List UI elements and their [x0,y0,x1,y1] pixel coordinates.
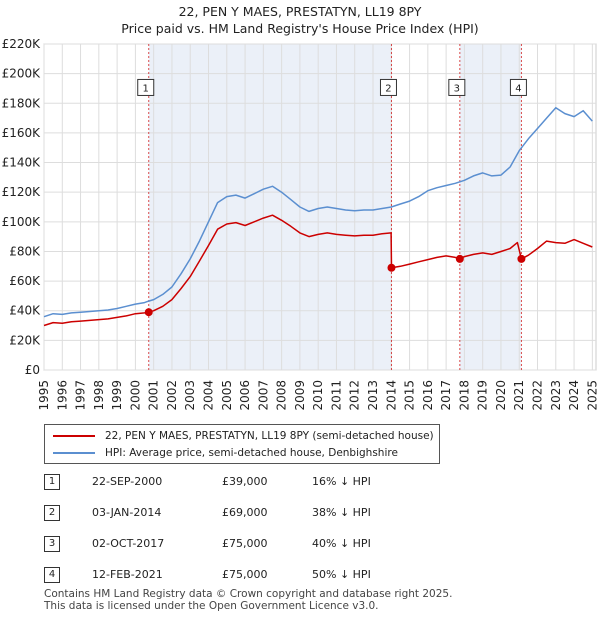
y-tick-label: £100K [2,215,42,229]
sale-number-label: 4 [515,83,521,94]
x-tick-label: 1996 [55,380,69,411]
x-tick-label: 2017 [439,380,453,411]
sale-number: 3 [44,536,60,552]
x-tick-label: 1999 [110,380,124,411]
x-tick-label: 2025 [585,380,599,411]
x-tick-label: 2005 [220,380,234,411]
sale-number-box [509,78,527,96]
x-tick-label: 2007 [256,380,270,411]
sale-point [517,254,526,263]
sale-price: £75,000 [222,537,268,550]
x-tick-label: 2021 [512,380,526,411]
y-tick-label: £80K [9,244,41,258]
sale-point [144,308,153,317]
x-tick-label: 2006 [238,380,252,411]
legend-label-hpi: HPI: Average price, semi-detached house,… [105,447,398,459]
sale-number-label: 2 [385,83,391,94]
x-tick-label: 2000 [128,380,142,411]
x-tick-label: 2018 [457,380,471,411]
x-tick-label: 1997 [74,380,88,411]
footer-licence: This data is licensed under the Open Gov… [44,599,379,612]
x-tick-label: 2008 [275,380,289,411]
x-tick-label: 2015 [403,380,417,411]
sale-row: 4 12-FEB-2021 £75,000 50% ↓ HPI [0,567,600,585]
x-tick-label: 2019 [476,380,490,411]
sale-number: 1 [44,474,60,490]
y-tick-label: £0 [25,363,40,377]
y-tick-label: £120K [2,185,42,199]
sale-hpi-diff: 50% ↓ HPI [312,568,371,581]
y-tick-label: £220K [2,37,42,51]
chart-subtitle: Price paid vs. HM Land Registry's House … [121,21,479,36]
y-tick-label: £160K [2,126,42,140]
x-tick-label: 2014 [384,380,398,411]
y-tick-label: £60K [9,274,41,288]
x-tick-label: 2003 [183,380,197,411]
x-tick-label: 1995 [37,380,51,411]
sale-row: 2 03-JAN-2014 £69,000 38% ↓ HPI [0,505,600,523]
x-tick-label: 2001 [147,380,161,411]
legend-swatch-property [53,435,95,437]
legend-label-property: 22, PEN Y MAES, PRESTATYN, LL19 8PY (sem… [105,430,434,442]
sale-date: 12-FEB-2021 [92,568,163,581]
x-tick-label: 2004 [202,380,216,411]
sale-price: £39,000 [222,475,268,488]
sale-number-label: 3 [454,83,460,94]
sale-price: £69,000 [222,506,268,519]
sale-date: 02-OCT-2017 [92,537,165,550]
sale-point [455,254,464,263]
y-tick-label: £20K [9,333,41,347]
legend-item-hpi: HPI: Average price, semi-detached house,… [53,445,398,461]
sale-number-box [137,78,155,96]
x-tick-label: 2013 [366,380,380,411]
sale-period-shade [459,44,522,370]
hpi-line [43,106,593,318]
sale-number: 2 [44,505,60,521]
legend: 22, PEN Y MAES, PRESTATYN, LL19 8PY (sem… [44,424,440,464]
sale-price: £75,000 [222,568,268,581]
sale-period-shade [148,44,392,370]
x-tick-label: 2016 [421,380,435,411]
sale-number-box [379,78,397,96]
y-tick-label: £140K [2,156,42,170]
x-tick-label: 2011 [329,380,343,411]
chart-title: 22, PEN Y MAES, PRESTATYN, LL19 8PY [178,4,422,19]
sale-row: 3 02-OCT-2017 £75,000 40% ↓ HPI [0,536,600,554]
x-tick-label: 2023 [549,380,563,411]
sale-date: 22-SEP-2000 [92,475,163,488]
x-tick-label: 2012 [348,380,362,411]
price-paid-line [43,214,593,327]
x-tick-label: 2020 [494,380,508,411]
sale-hpi-diff: 16% ↓ HPI [312,475,371,488]
x-tick-label: 2002 [165,380,179,411]
legend-item-property: 22, PEN Y MAES, PRESTATYN, LL19 8PY (sem… [53,428,434,444]
x-tick-label: 2022 [531,380,545,411]
price-chart: £0 £20K £40K £60K £80K £100K £120K £140K £160K £1… [2,37,600,411]
footer-copyright: Contains HM Land Registry data © Crown c… [44,588,453,600]
sale-date: 03-JAN-2014 [92,506,162,519]
y-tick-label: £40K [9,304,41,318]
sale-hpi-diff: 38% ↓ HPI [312,506,371,519]
y-tick-label: £200K [2,67,42,81]
y-tick-label: £180K [2,96,42,110]
legend-swatch-hpi [53,452,95,454]
sale-hpi-diff: 40% ↓ HPI [312,537,371,550]
sale-number-label: 1 [143,83,149,94]
x-tick-label: 1998 [92,380,106,411]
sale-number-box [448,78,466,96]
footer: Contains HM Land Registry data © Crown c… [44,588,453,612]
sale-number: 4 [44,567,60,583]
x-tick-label: 2010 [311,380,325,411]
x-tick-label: 2009 [293,380,307,411]
sale-row: 1 22-SEP-2000 £39,000 16% ↓ HPI [0,474,600,492]
x-tick-label: 2024 [567,380,581,411]
sale-point [387,263,396,272]
